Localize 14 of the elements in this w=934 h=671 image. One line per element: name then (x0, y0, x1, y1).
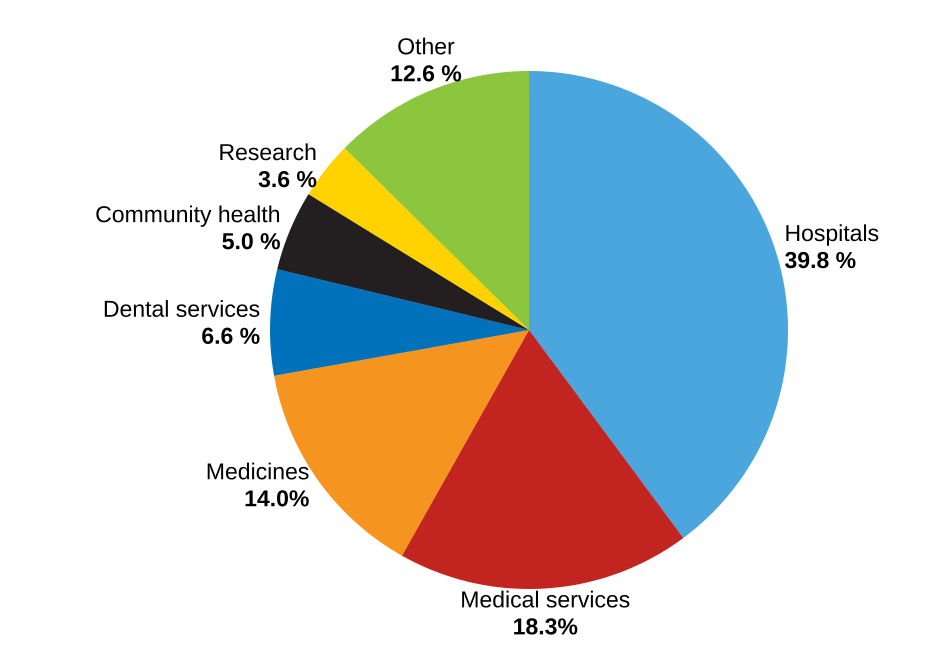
data-label: 6.6 % (202, 328, 260, 344)
data-label: 18.3% (514, 618, 578, 635)
slice-label: Community health (96, 205, 280, 227)
data-label: 39.8 % (785, 252, 856, 268)
slice-label: Research (220, 143, 316, 160)
data-label: 5.0 % (222, 233, 280, 250)
slice-label: Other (398, 38, 454, 54)
data-label: 3.6 % (258, 170, 316, 188)
data-label: 14.0% (246, 490, 309, 506)
data-label: 12.6 % (392, 65, 462, 82)
slice-label: Dental services (104, 300, 260, 317)
slice-label: Medical services (462, 590, 630, 608)
slice-label: Medicines (208, 462, 309, 480)
slice-label: Hospitals (786, 224, 878, 246)
